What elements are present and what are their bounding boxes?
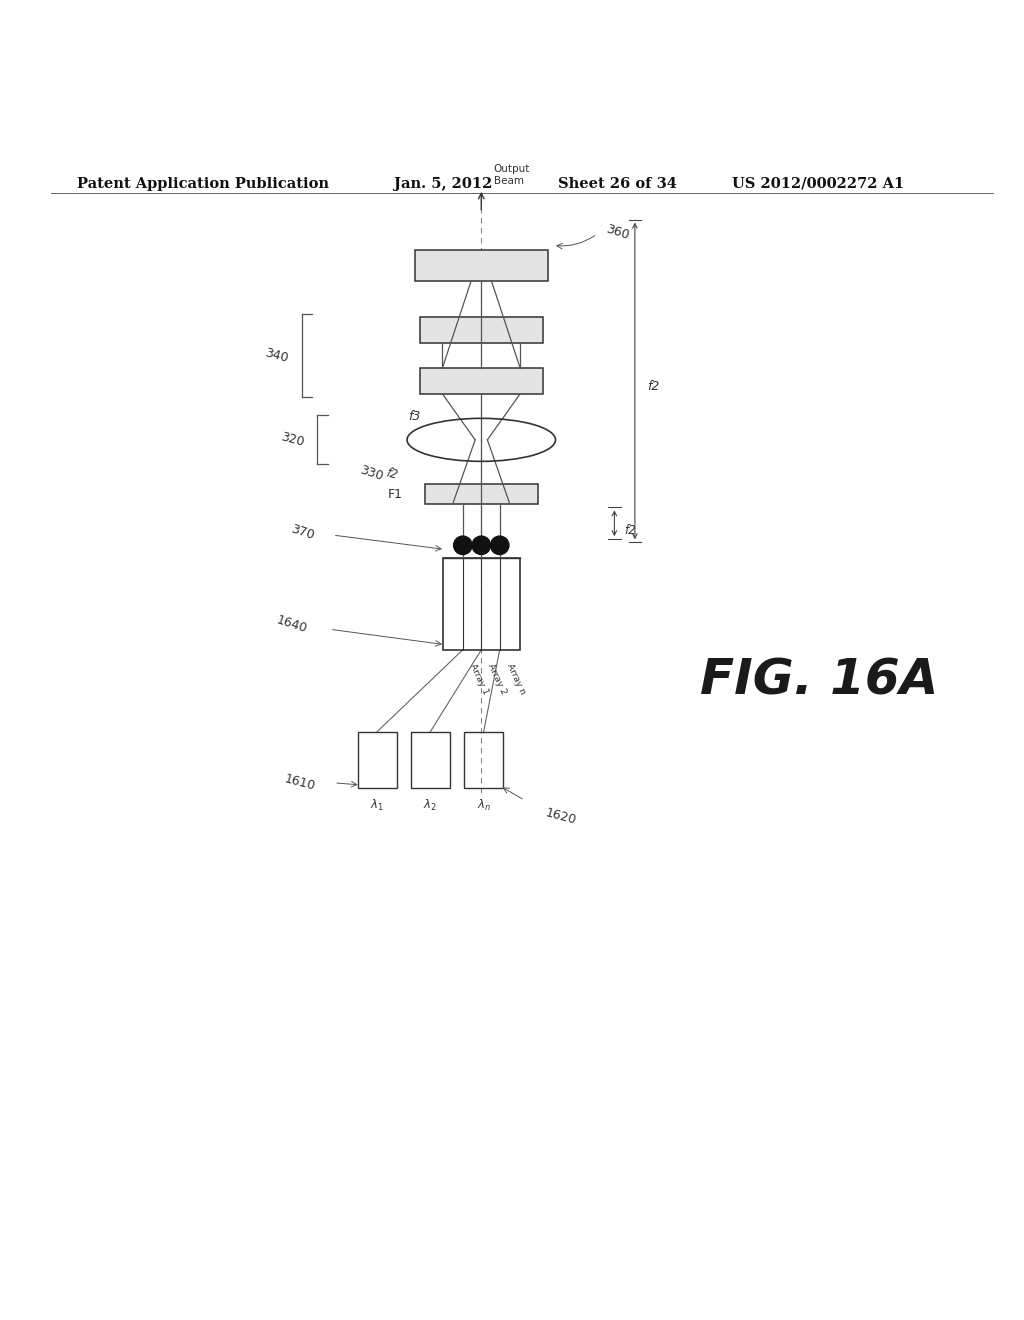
Text: 1640: 1640 [274,612,309,635]
Text: $\lambda_2$: $\lambda_2$ [424,799,437,813]
Text: 360: 360 [604,222,631,242]
Text: Sheet 26 of 34: Sheet 26 of 34 [558,177,677,191]
Text: Array 2: Array 2 [486,663,509,696]
Text: f2: f2 [647,380,659,392]
Text: Array n: Array n [505,663,527,696]
Bar [420,317,543,343]
Text: Output
Beam: Output Beam [494,164,530,186]
Text: Jan. 5, 2012: Jan. 5, 2012 [394,177,493,191]
Circle shape [472,536,490,554]
Text: 320: 320 [279,430,305,449]
Bar [415,251,548,281]
Text: $\lambda_1$: $\lambda_1$ [370,799,384,813]
Text: F1: F1 [387,487,402,500]
Text: f2: f2 [384,466,398,482]
Bar [425,484,538,504]
Circle shape [454,536,472,554]
Text: $\lambda_n$: $\lambda_n$ [476,799,490,813]
Text: 340: 340 [263,346,290,364]
Text: FIG. 16A: FIG. 16A [700,656,938,705]
Text: f3: f3 [409,411,421,424]
Bar [411,731,450,788]
Text: Patent Application Publication: Patent Application Publication [77,177,329,191]
Text: US 2012/0002272 A1: US 2012/0002272 A1 [732,177,904,191]
Bar [464,731,503,788]
Text: 330: 330 [358,463,385,483]
Bar [442,557,519,649]
Text: Array 1: Array 1 [468,663,490,696]
Bar [420,368,543,393]
Text: f2: f2 [625,524,636,537]
Circle shape [490,536,509,554]
Text: 1620: 1620 [544,807,578,828]
Text: 370: 370 [289,523,315,543]
Bar [357,731,396,788]
Text: 1610: 1610 [284,772,317,793]
